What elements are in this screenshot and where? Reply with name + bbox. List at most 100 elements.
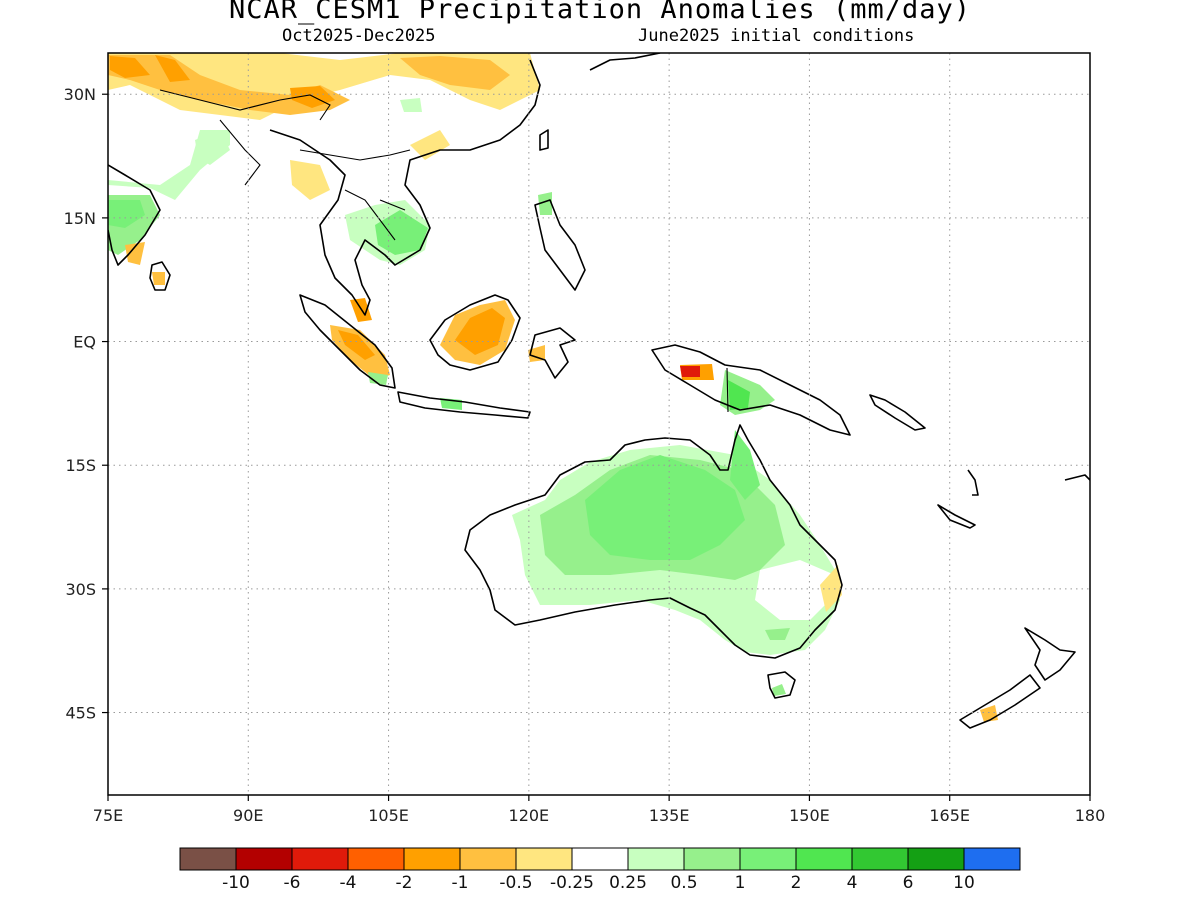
y-tick-label: 30S: [65, 580, 96, 599]
coastline-taiwan: [539, 129, 549, 151]
country-borders: [159, 89, 729, 413]
colorbar-label: 0.5: [670, 873, 697, 893]
colorbar-swatch: [515, 847, 573, 871]
border-indochina: [344, 189, 406, 241]
australia-northeast: [730, 430, 760, 500]
coastline-australia: [464, 424, 843, 659]
tibet-wet: [195, 130, 230, 165]
colorbar-swatch: [403, 847, 461, 871]
indochina-dry: [290, 160, 330, 200]
colorbar-label: -1: [452, 873, 469, 893]
colorbar-swatch: [235, 847, 293, 871]
y-tick-label: 15S: [65, 456, 96, 475]
chart-title: NCAR_CESM1 Precipitation Anomalies (mm/d…: [229, 0, 971, 25]
x-tick-label: 135E: [649, 806, 690, 825]
coastline-new-guinea: [651, 344, 851, 436]
sri-lanka-dry: [152, 272, 165, 285]
axis-ticks: [102, 93, 1091, 801]
colorbar-label: 1: [735, 873, 746, 893]
coastline-philippines: [534, 199, 586, 291]
colorbar-label: 2: [791, 873, 802, 893]
new-guinea-wet-core: [728, 380, 750, 410]
x-tick-label: 165E: [929, 806, 970, 825]
y-tick-label: 30N: [64, 85, 96, 104]
coastline-new-zealand-north: [1024, 627, 1076, 681]
north-dry-center: [400, 56, 510, 90]
coastline-new-zealand-south: [959, 674, 1041, 729]
coastline-vanuatu-fiji: [967, 469, 1090, 496]
x-tick-label: 90E: [233, 806, 263, 825]
india-south-dry: [125, 242, 145, 265]
borneo-dry-core: [455, 308, 505, 355]
coastline-sumatra: [299, 294, 396, 389]
sumatra-dry-core: [338, 330, 375, 360]
x-tick-label: 180: [1075, 806, 1106, 825]
map-area: [108, 53, 1090, 795]
initial-conditions: June2025 initial conditions: [638, 26, 915, 46]
colorbar-label: 6: [903, 873, 914, 893]
coastline-borneo: [429, 294, 521, 371]
axis-labels: 75E 90E 105E 120E 135E 150E 165E 180 30N 15N EQ 15S…: [64, 85, 1106, 825]
coastline-tasmania: [767, 671, 796, 699]
colorbar-swatch: [963, 847, 1021, 871]
border-himalaya: [159, 89, 331, 121]
x-tick-label: 75E: [93, 806, 123, 825]
colorbar-swatch: [179, 847, 237, 871]
grid-lines: [108, 53, 1090, 795]
sumatra-south-wet: [368, 372, 388, 385]
coastline-sri-lanka: [149, 261, 171, 291]
colorbar-label: 10: [953, 873, 975, 893]
colorbar-swatch: [795, 847, 853, 871]
coastline-caledonia: [937, 504, 976, 529]
indochina-wet-core: [375, 210, 428, 255]
colorbar-label: -4: [340, 873, 357, 893]
coastline-solomons: [869, 394, 926, 431]
x-tick-label: 150E: [789, 806, 830, 825]
colorbar-label: 0.25: [609, 873, 647, 893]
colorbar-label: -6: [284, 873, 301, 893]
coastline-malaya-indochina: [269, 59, 541, 316]
border-india: [219, 119, 261, 186]
border-china-south: [299, 149, 411, 161]
coastline-japan: [589, 53, 661, 71]
colorbar-swatch: [683, 847, 741, 871]
colorbar-swatch: [627, 847, 685, 871]
coastlines: [108, 53, 1090, 729]
colorbar-label: -2: [396, 873, 413, 893]
coastline-sulawesi: [529, 327, 576, 379]
colorbar-swatch: [347, 847, 405, 871]
australia-anomaly-core: [585, 455, 745, 560]
colorbar-swatch: [907, 847, 965, 871]
colorbar-swatch: [851, 847, 909, 871]
forecast-period: Oct2025-Dec2025: [282, 26, 436, 46]
new-zealand-dry: [980, 705, 998, 722]
y-tick-label: 15N: [64, 209, 96, 228]
tasmania-wet: [772, 684, 786, 696]
north-dry-orange-2: [290, 86, 335, 108]
china-dry-orange: [155, 55, 190, 82]
india-wet-deeper: [108, 200, 145, 228]
china-wet-patch: [400, 98, 422, 112]
colorbar-swatch: [739, 847, 797, 871]
colorbar-swatch: [571, 847, 629, 871]
map-frame: [107, 52, 1091, 796]
colorbar-label: -0.25: [550, 873, 594, 893]
x-tick-label: 120E: [509, 806, 550, 825]
colorbar-swatch: [459, 847, 517, 871]
border-new-guinea: [726, 367, 729, 413]
north-dry-orange: [110, 56, 150, 78]
y-tick-label: 45S: [65, 704, 96, 723]
colorbar-swatch: [291, 847, 349, 871]
coastline-java: [397, 391, 531, 419]
coastline-india: [108, 164, 161, 266]
colorbar: -10 -6 -4 -2 -1 -0.5 -0.25 0.25 0.5 1 2 4 6 10: [179, 847, 1021, 893]
china-dry-patch: [410, 130, 450, 160]
x-tick-label: 105E: [368, 806, 409, 825]
anomaly-shading: [108, 53, 998, 722]
new-guinea-dry-core: [680, 366, 700, 377]
colorbar-label: -0.5: [499, 873, 532, 893]
colorbar-label: -10: [222, 873, 250, 893]
australia-south-mid: [765, 628, 790, 640]
y-tick-label: EQ: [73, 333, 96, 352]
